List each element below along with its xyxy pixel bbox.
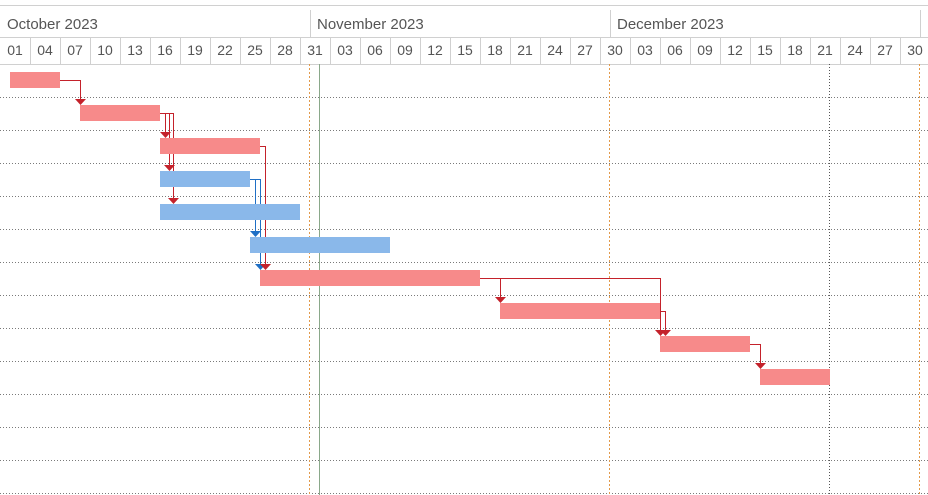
dependency-arrow <box>250 231 261 237</box>
day-label: 09 <box>397 42 413 58</box>
day-label: 21 <box>517 42 533 58</box>
day-row: 01 04 07 10 13 16 19 22 25 28 31 03 06 09 12 15 18 21 24 27… <box>7 37 923 64</box>
dependency-line <box>750 344 761 364</box>
day-label: 28 <box>277 42 293 58</box>
task-bar-6 <box>250 237 390 253</box>
day-label: 01 <box>7 42 23 58</box>
month-label: October 2023 <box>7 16 98 33</box>
day-label: 06 <box>667 42 683 58</box>
day-label: 09 <box>697 42 713 58</box>
task-bars <box>10 72 830 385</box>
day-label: 12 <box>727 42 743 58</box>
dependency-line <box>480 278 661 331</box>
day-label: 30 <box>907 42 923 58</box>
day-label: 12 <box>427 42 443 58</box>
day-label: 03 <box>637 42 653 58</box>
task-bar-10 <box>760 369 830 385</box>
day-label: 18 <box>487 42 503 58</box>
day-label: 19 <box>187 42 203 58</box>
dependency-line <box>660 311 666 331</box>
day-label: 24 <box>847 42 863 58</box>
day-label: 10 <box>97 42 113 58</box>
dependency-arrow <box>75 99 86 105</box>
task-bar-1 <box>10 72 60 88</box>
task-bar-8 <box>500 303 660 319</box>
day-label: 06 <box>367 42 383 58</box>
dependency-arrow <box>160 132 171 138</box>
task-bar-3 <box>160 138 260 154</box>
dependency-arrow <box>755 363 766 369</box>
month-label: December 2023 <box>617 16 724 33</box>
day-label: 25 <box>247 42 263 58</box>
dependency-links <box>60 80 766 369</box>
day-label: 30 <box>607 42 623 58</box>
day-label: 03 <box>337 42 353 58</box>
timescale-header: October 2023 November 2023 December 2023 0… <box>7 10 923 64</box>
day-label: 15 <box>757 42 773 58</box>
day-label: 04 <box>37 42 53 58</box>
dependency-line <box>250 179 261 265</box>
dependency-arrow <box>660 330 671 336</box>
day-label: 31 <box>307 42 323 58</box>
dependency-arrow <box>164 165 175 171</box>
task-bar-5 <box>160 204 300 220</box>
day-label: 21 <box>817 42 833 58</box>
dependency-line <box>260 146 266 265</box>
day-label: 16 <box>157 42 173 58</box>
day-label: 27 <box>577 42 593 58</box>
task-bar-7 <box>260 270 480 286</box>
day-label: 22 <box>217 42 233 58</box>
month-row: October 2023 November 2023 December 2023 <box>7 10 921 37</box>
day-label: 15 <box>457 42 473 58</box>
grid <box>0 5 928 495</box>
day-label: 24 <box>547 42 563 58</box>
dependency-arrow <box>260 264 271 270</box>
task-bar-4 <box>160 171 250 187</box>
task-bar-2 <box>80 105 160 121</box>
day-label: 27 <box>877 42 893 58</box>
day-label: 07 <box>67 42 83 58</box>
task-bar-9 <box>660 336 750 352</box>
day-label: 18 <box>787 42 803 58</box>
dependency-arrow <box>168 198 179 204</box>
day-label: 13 <box>127 42 143 58</box>
dependency-line <box>160 113 174 199</box>
dependency-arrow <box>495 297 506 303</box>
dependency-line <box>60 80 81 100</box>
month-label: November 2023 <box>317 16 424 33</box>
